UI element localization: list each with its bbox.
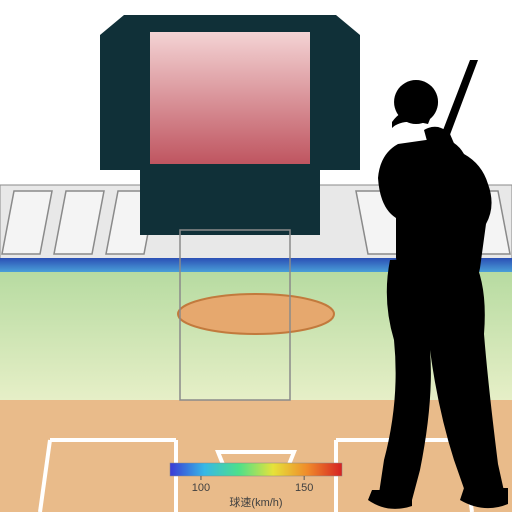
speed-legend-bar — [170, 463, 342, 476]
speed-legend-label: 球速(km/h) — [229, 495, 282, 509]
speed-legend-tick: 100 — [192, 482, 210, 494]
pitchers-mound — [178, 294, 334, 334]
speed-legend-tick: 150 — [295, 482, 313, 494]
scoreboard-screen — [150, 32, 310, 164]
scoreboard-neck — [140, 170, 320, 235]
infield-dirt — [0, 400, 512, 512]
